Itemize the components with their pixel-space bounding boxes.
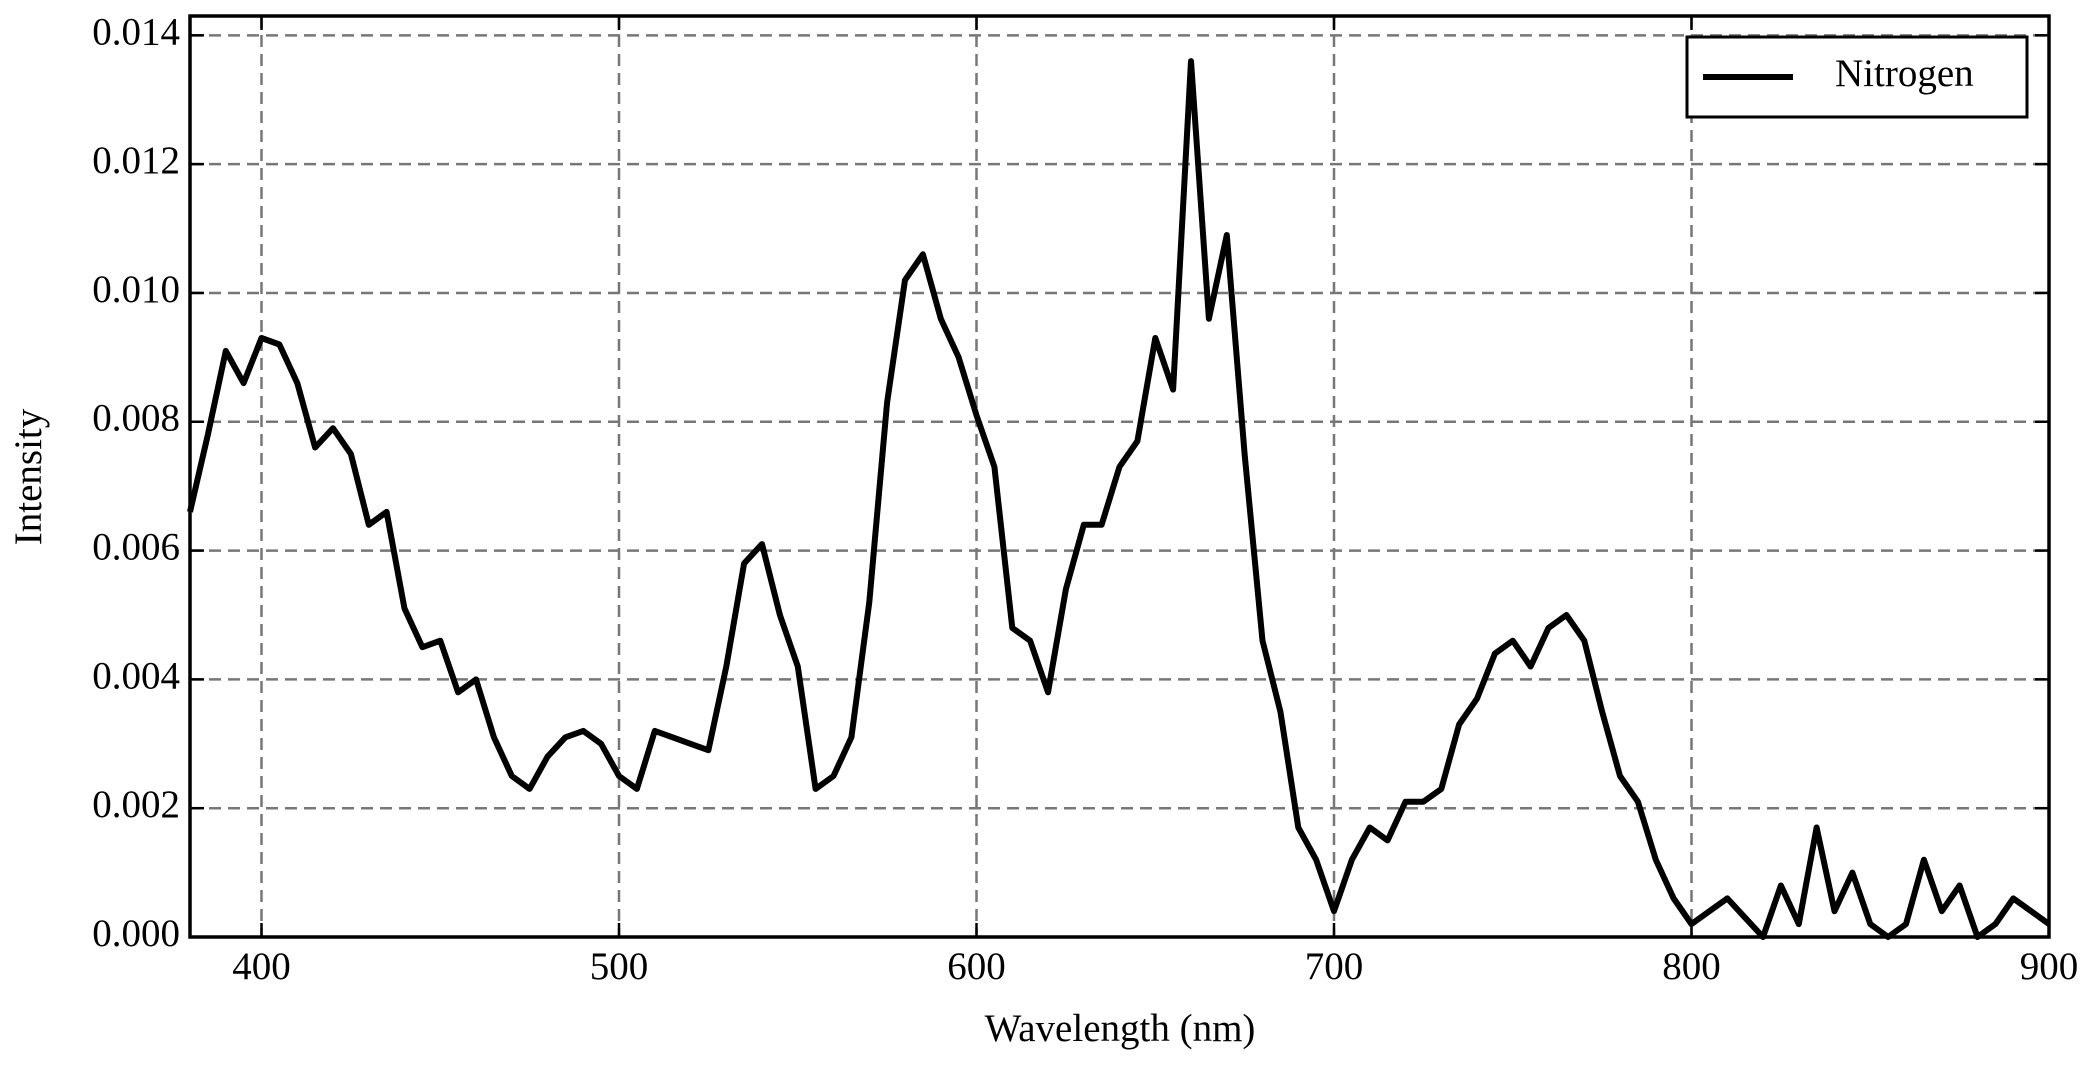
x-tick-label: 800 [1662,945,1721,988]
data-line [187,58,2051,940]
plot-frame [188,14,2051,939]
y-tick-label: 0.002 [92,783,180,826]
x-tick-label: 600 [947,945,1006,988]
y-tick-label: 0.012 [92,139,180,182]
y-tick-label: 0.000 [92,912,180,955]
x-tick-label: 500 [590,945,649,988]
x-tick-label: 900 [2020,945,2079,988]
y-tick-label: 0.004 [92,654,180,697]
y-tick-label: 0.010 [92,268,180,311]
legend-label: Nitrogen [1835,52,1974,95]
y-tick-label: 0.014 [92,10,180,53]
x-tick-label: 400 [232,945,291,988]
y-tick-label: 0.006 [92,526,180,569]
x-tick-label: 700 [1305,945,1364,988]
y-axis-label: Intensity [7,408,50,545]
y-tick-label: 0.008 [92,397,180,440]
x-axis-label: Wavelength (nm) [985,1007,1256,1050]
